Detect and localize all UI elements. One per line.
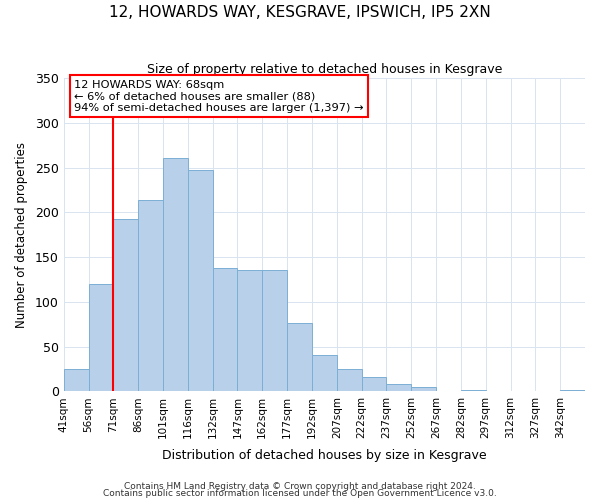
Bar [89, 284, 113, 392]
Text: Contains HM Land Registry data © Crown copyright and database right 2024.: Contains HM Land Registry data © Crown c… [124, 482, 476, 491]
Bar [337, 369, 362, 392]
Bar [212, 268, 238, 392]
Bar [312, 354, 337, 392]
Bar [113, 218, 138, 392]
Title: Size of property relative to detached houses in Kesgrave: Size of property relative to detached ho… [146, 62, 502, 76]
Bar [362, 377, 386, 392]
Bar [64, 369, 89, 392]
Bar [163, 158, 188, 392]
Y-axis label: Number of detached properties: Number of detached properties [15, 142, 28, 328]
Bar [386, 384, 411, 392]
Bar [560, 390, 585, 392]
Text: Contains public sector information licensed under the Open Government Licence v3: Contains public sector information licen… [103, 490, 497, 498]
Text: 12, HOWARDS WAY, KESGRAVE, IPSWICH, IP5 2XN: 12, HOWARDS WAY, KESGRAVE, IPSWICH, IP5 … [109, 5, 491, 20]
Bar [188, 170, 212, 392]
Bar [287, 324, 312, 392]
Bar [138, 200, 163, 392]
Bar [461, 390, 486, 392]
X-axis label: Distribution of detached houses by size in Kesgrave: Distribution of detached houses by size … [162, 450, 487, 462]
Bar [238, 270, 262, 392]
Text: 12 HOWARDS WAY: 68sqm
← 6% of detached houses are smaller (88)
94% of semi-detac: 12 HOWARDS WAY: 68sqm ← 6% of detached h… [74, 80, 364, 113]
Bar [411, 387, 436, 392]
Bar [262, 270, 287, 392]
